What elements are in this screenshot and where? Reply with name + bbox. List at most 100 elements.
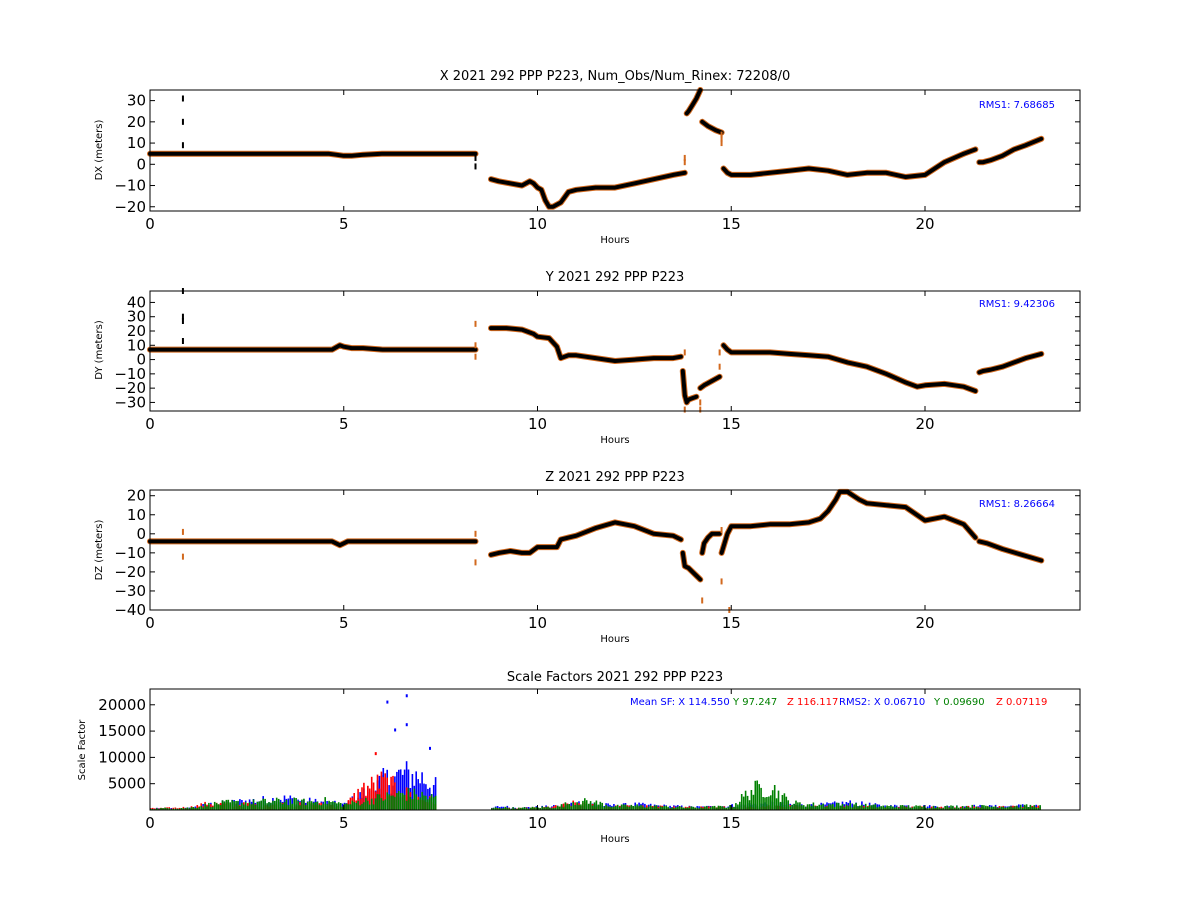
scale-factor-bar [884, 807, 886, 810]
xtick-label: 0 [145, 814, 155, 832]
scale-factor-bar [863, 807, 865, 810]
scale-factor-bar [752, 794, 755, 810]
scale-factor-bar [570, 806, 572, 810]
scale-factor-bar [870, 805, 873, 810]
scale-factor-bar [979, 804, 981, 810]
scale-factor-bar [669, 808, 671, 810]
scale-factor-bar [1027, 807, 1030, 810]
scale-factor-bar [384, 799, 386, 810]
scale-factor-bar [1018, 804, 1020, 810]
scale-factor-bar [963, 808, 966, 810]
mean-sf-z-annotation: Z 116.117 [787, 697, 838, 708]
scale-factor-bar [401, 793, 404, 810]
scale-factor-bar [370, 776, 373, 810]
xtick-label: 5 [339, 814, 349, 832]
scale-factor-bar [322, 803, 324, 810]
scale-factor-bar [566, 804, 569, 810]
scale-factor-bar [196, 808, 199, 810]
outlier-point [474, 154, 477, 161]
scale-factor-bar [523, 807, 526, 810]
scale-factor-bar [287, 805, 290, 810]
scale-factor-bar [582, 800, 584, 810]
scale-factor-bar [305, 805, 307, 810]
scale-factor-bar [398, 791, 400, 810]
scale-factor-bar [212, 806, 214, 810]
scale-factor-bar [818, 804, 820, 810]
scale-factor-bar [343, 803, 346, 810]
xtick-label: 5 [339, 614, 349, 632]
scale-factor-bar [781, 795, 784, 810]
scale-factor-bar [837, 803, 840, 810]
scale-factor-bar [899, 805, 902, 810]
scale-factor-bar [182, 808, 185, 810]
scale-factor-bar [260, 800, 262, 810]
scale-factor-bar [646, 807, 648, 810]
scale-factor-bar [959, 808, 962, 810]
panel-scale-factor-annotations: Mean SF: X 114.550 Y 97.247 Z 116.117 RM… [630, 697, 1047, 708]
scale-factor-bar [804, 806, 807, 810]
scale-factor-bar [188, 808, 191, 810]
scale-factor-bar [659, 806, 662, 810]
scale-factor-bar [553, 808, 555, 810]
scale-factor-bar [194, 807, 197, 810]
series-track [148, 343, 478, 352]
scale-factor-bar [605, 804, 607, 810]
scale-factor-bar [1016, 805, 1018, 810]
scale-factor-bar [686, 807, 689, 810]
scale-factor-bar [186, 807, 189, 810]
scale-factor-bar [733, 806, 735, 810]
scale-factor-outlier [429, 746, 431, 750]
scale-factor-bar [632, 806, 634, 810]
scale-factor-bar [994, 806, 997, 810]
panel-scale-factor-marks [150, 694, 1041, 810]
panel-dx: X 2021 292 PPP P223, Num_Obs/Num_Rinex: … [94, 69, 1081, 246]
scale-factor-bar [314, 802, 317, 810]
scale-factor-bar [773, 785, 776, 810]
scale-factor-bar [316, 801, 319, 810]
scale-factor-bar [328, 800, 330, 810]
scale-factor-bar [942, 808, 944, 810]
scale-factor-bar [750, 790, 753, 810]
scale-factor-bar [345, 803, 348, 810]
scale-factor-bar [880, 806, 882, 810]
outlier-point [474, 530, 477, 537]
scale-factor-bar [312, 802, 315, 810]
scale-factor-bar [380, 771, 383, 810]
scale-factor-bar [721, 806, 724, 810]
scale-factor-bar [308, 800, 311, 810]
panel-scale-factor-xlabel: Hours [600, 834, 629, 845]
scale-factor-bar [510, 808, 512, 810]
scale-factor-bar [164, 807, 166, 810]
panel-dz-axes-frame [149, 489, 1081, 611]
scale-factor-bar [744, 790, 747, 810]
scale-factor-bar [279, 802, 282, 810]
outlier-point [720, 135, 723, 142]
scale-factor-bar [806, 804, 809, 810]
scale-factor-bar [775, 798, 778, 810]
scale-factor-bar [403, 769, 406, 810]
scale-factor-bar [156, 808, 158, 810]
scale-factor-bar [1002, 806, 1005, 810]
scale-factor-bar [430, 794, 433, 810]
ytick-label: 5000 [108, 775, 146, 793]
scale-factor-bar [961, 806, 964, 810]
xtick-label: 15 [722, 814, 741, 832]
scale-factor-bar [367, 785, 369, 810]
scale-factor-bar [985, 805, 987, 810]
scale-factor-bar [281, 803, 284, 810]
ytick-label: −10 [114, 544, 146, 562]
scale-factor-bar [527, 808, 530, 810]
scale-factor-bar [277, 798, 280, 810]
xtick-label: 20 [915, 814, 934, 832]
scale-factor-bar [394, 796, 396, 810]
scale-factor-bar [892, 806, 894, 810]
scale-factor-bar [766, 797, 768, 810]
xtick-label: 0 [145, 215, 155, 233]
scale-factor-bar [861, 804, 863, 810]
panel-dy-ylabel: DY (meters) [94, 320, 105, 380]
scale-factor-bar [390, 795, 392, 810]
scale-factor-outlier [405, 723, 408, 727]
scale-factor-bar [411, 774, 414, 810]
panel-dx-ylabel: DX (meters) [94, 119, 105, 180]
scale-factor-bar [415, 794, 417, 810]
